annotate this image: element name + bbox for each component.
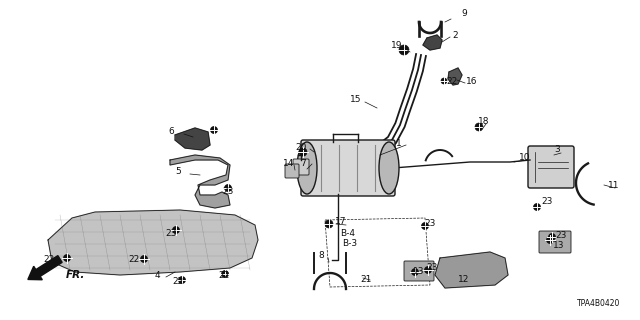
- Text: 22: 22: [218, 271, 229, 281]
- Circle shape: [211, 126, 218, 133]
- Text: 10: 10: [519, 154, 531, 163]
- Text: 13: 13: [553, 242, 564, 251]
- Circle shape: [424, 267, 431, 274]
- Text: 19: 19: [391, 41, 403, 50]
- FancyBboxPatch shape: [301, 140, 395, 196]
- Text: 18: 18: [478, 117, 490, 126]
- Circle shape: [422, 222, 429, 229]
- FancyBboxPatch shape: [528, 146, 574, 188]
- FancyBboxPatch shape: [285, 164, 299, 178]
- Text: 22: 22: [446, 76, 457, 85]
- Text: 2: 2: [452, 30, 458, 39]
- Text: B-3: B-3: [342, 239, 357, 249]
- Polygon shape: [448, 68, 462, 85]
- Text: 22: 22: [128, 255, 140, 265]
- Text: 23: 23: [541, 197, 552, 206]
- FancyBboxPatch shape: [539, 231, 571, 253]
- Circle shape: [399, 45, 409, 55]
- Text: 15: 15: [350, 95, 362, 105]
- Text: 14: 14: [283, 158, 294, 167]
- Circle shape: [548, 234, 556, 241]
- Circle shape: [299, 148, 307, 156]
- Text: 1: 1: [396, 139, 402, 148]
- Text: 11: 11: [608, 181, 620, 190]
- Circle shape: [221, 270, 228, 277]
- Text: 22: 22: [172, 276, 183, 285]
- Text: 22: 22: [43, 255, 54, 265]
- Circle shape: [441, 78, 447, 84]
- Text: 23: 23: [555, 231, 566, 241]
- Text: 23: 23: [165, 229, 177, 238]
- Text: TPA4B0420: TPA4B0420: [577, 299, 620, 308]
- Polygon shape: [435, 252, 508, 288]
- Text: 12: 12: [458, 276, 469, 284]
- Circle shape: [179, 276, 186, 284]
- Text: 17: 17: [335, 218, 346, 227]
- Circle shape: [412, 268, 419, 276]
- Text: 13: 13: [413, 267, 424, 276]
- Text: 8: 8: [318, 252, 324, 260]
- Polygon shape: [170, 155, 230, 208]
- Text: 23: 23: [424, 220, 435, 228]
- Circle shape: [173, 227, 179, 234]
- Circle shape: [547, 236, 554, 244]
- Circle shape: [141, 255, 147, 262]
- Text: 20: 20: [295, 142, 307, 151]
- Text: 6: 6: [168, 126, 173, 135]
- Polygon shape: [48, 210, 258, 275]
- Polygon shape: [423, 35, 442, 50]
- Ellipse shape: [297, 142, 317, 194]
- Text: 7: 7: [300, 158, 306, 167]
- Text: 4: 4: [155, 270, 161, 279]
- Ellipse shape: [379, 142, 399, 194]
- Circle shape: [325, 220, 333, 228]
- Text: 9: 9: [461, 10, 467, 19]
- Text: 21: 21: [360, 275, 371, 284]
- Text: 3: 3: [554, 146, 560, 155]
- Text: 16: 16: [466, 77, 477, 86]
- FancyBboxPatch shape: [293, 159, 309, 175]
- Text: B-4: B-4: [340, 228, 355, 237]
- FancyBboxPatch shape: [404, 261, 434, 281]
- Text: 23: 23: [222, 188, 234, 196]
- Text: FR.: FR.: [66, 270, 85, 280]
- Text: 5: 5: [175, 167, 180, 177]
- Circle shape: [225, 185, 232, 191]
- Circle shape: [63, 254, 70, 261]
- Circle shape: [534, 204, 541, 211]
- Text: 23: 23: [426, 263, 437, 273]
- Circle shape: [475, 123, 483, 131]
- Polygon shape: [175, 128, 210, 150]
- FancyArrow shape: [28, 256, 62, 280]
